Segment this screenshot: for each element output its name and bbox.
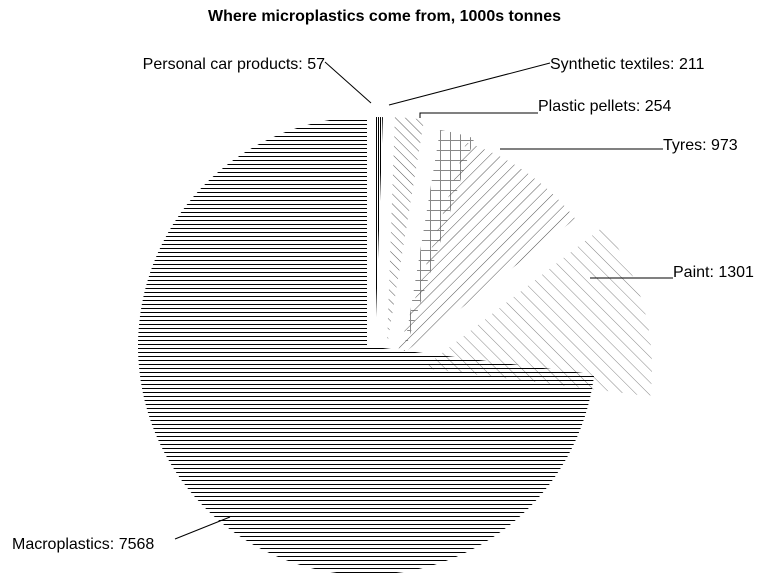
- slice-label-synthetic-textiles: Synthetic textiles: 211: [550, 56, 705, 73]
- pie-slice-tyres: [395, 142, 576, 360]
- leader-line-plastic-pellets: [419, 112, 538, 118]
- leader-line-personal-car-products: [324, 61, 372, 104]
- leader-line-synthetic-textiles: [388, 62, 551, 106]
- pie-slice-macroplastics: [138, 117, 595, 574]
- pie-slice-personal-car-products: [375, 117, 383, 346]
- pie-slice-synthetic-textiles: [387, 117, 425, 346]
- slice-label-tyres: Tyres: 973: [663, 137, 738, 154]
- slice-label-paint: Paint: 1301: [673, 264, 754, 281]
- slice-label-plastic-pellets: Plastic pellets: 254: [538, 98, 672, 115]
- pie-slice-paint: [423, 226, 652, 397]
- leader-line-macroplastics: [174, 516, 231, 540]
- chart-title: Where microplastics come from, 1000s ton…: [207, 8, 561, 25]
- slice-label-personal-car-products: Personal car products: 57: [143, 56, 325, 73]
- slice-label-macroplastics: Macroplastics: 7568: [12, 536, 154, 553]
